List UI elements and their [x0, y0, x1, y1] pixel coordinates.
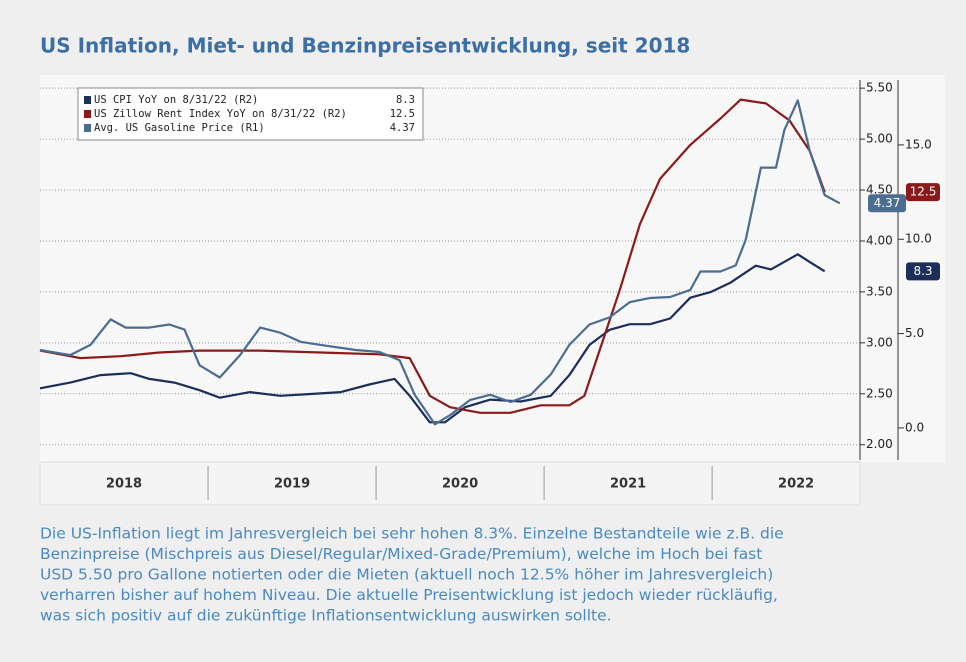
value-tag: 12.5 [906, 183, 940, 202]
legend-label: US Zillow Rent Index YoY on 8/31/22 (R2) [94, 108, 347, 120]
y-tick-label: 3.00 [866, 335, 893, 349]
value-tag-label: 12.5 [910, 185, 937, 199]
y-tick-label: 4.00 [866, 233, 893, 247]
caption-line: Benzinpreise (Mischpreis aus Diesel/Regu… [40, 545, 762, 563]
caption-line: Die US-Inflation liegt im Jahresvergleic… [40, 525, 784, 543]
series-line [39, 99, 841, 426]
legend-swatch [84, 124, 91, 132]
series-line [39, 98, 826, 414]
value-tag-box [906, 183, 940, 202]
x-tick-label: 2022 [778, 477, 814, 492]
x-axis-band [39, 461, 861, 506]
caption-line: verharren bisher auf hohem Niveau. Die a… [40, 586, 778, 604]
y2-tick-label: 10.0 [905, 232, 932, 246]
value-tag-box [906, 262, 940, 281]
y2-tick-label: 0.0 [905, 420, 924, 434]
legend-value: 12.5 [390, 108, 415, 120]
y2-tick-label: 15.0 [905, 137, 932, 151]
y-tick-label: 5.50 [866, 81, 893, 95]
value-tag-label: 8.3 [913, 264, 932, 278]
x-tick-label: 2020 [442, 477, 478, 492]
legend-swatch [84, 96, 91, 104]
legend-label: US CPI YoY on 8/31/22 (R2) [94, 94, 258, 106]
y-tick-label: 3.50 [866, 284, 893, 298]
y-tick-label: 2.00 [866, 437, 893, 451]
value-tag-label: 4.37 [874, 196, 901, 210]
legend-label: Avg. US Gasoline Price (R1) [94, 122, 265, 134]
y-tick-label: 5.00 [866, 132, 893, 146]
legend-swatch [84, 110, 91, 118]
x-tick-label: 2021 [610, 477, 646, 492]
y2-tick-label: 5.0 [905, 326, 924, 340]
series-line [39, 253, 826, 424]
x-tick-label: 2018 [106, 477, 142, 492]
caption-line: was sich positiv auf die zukünftige Infl… [40, 607, 612, 625]
value-tag-box [868, 194, 906, 213]
y-tick-label: 2.50 [866, 386, 893, 400]
caption-line: USD 5.50 pro Gallone notierten oder die … [40, 566, 773, 584]
legend-box [77, 87, 424, 141]
chart-title: US Inflation, Miet- und Benzinpreisentwi… [40, 34, 690, 58]
value-tag: 4.37 [868, 194, 906, 213]
legend: US CPI YoY on 8/31/22 (R2) 8.3 US Zillow R… [77, 87, 424, 141]
legend-value: 8.3 [396, 94, 415, 106]
value-tag: 8.3 [906, 262, 940, 281]
legend-value: 4.37 [390, 122, 415, 134]
y-tick-label: 4.50 [866, 183, 893, 197]
x-tick-label: 2019 [274, 477, 310, 492]
